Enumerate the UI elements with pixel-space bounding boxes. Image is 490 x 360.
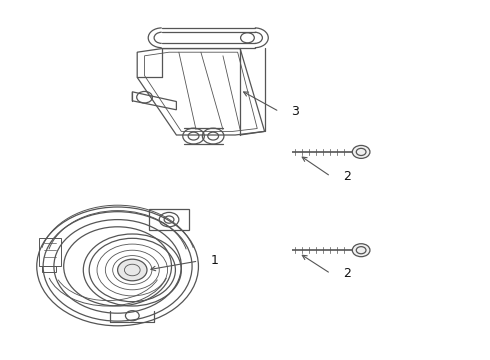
Circle shape: [352, 244, 370, 257]
Circle shape: [352, 145, 370, 158]
Text: 1: 1: [211, 255, 219, 267]
Text: 2: 2: [343, 267, 351, 280]
Text: 2: 2: [343, 170, 351, 183]
Circle shape: [118, 259, 147, 281]
Text: 3: 3: [292, 105, 299, 118]
